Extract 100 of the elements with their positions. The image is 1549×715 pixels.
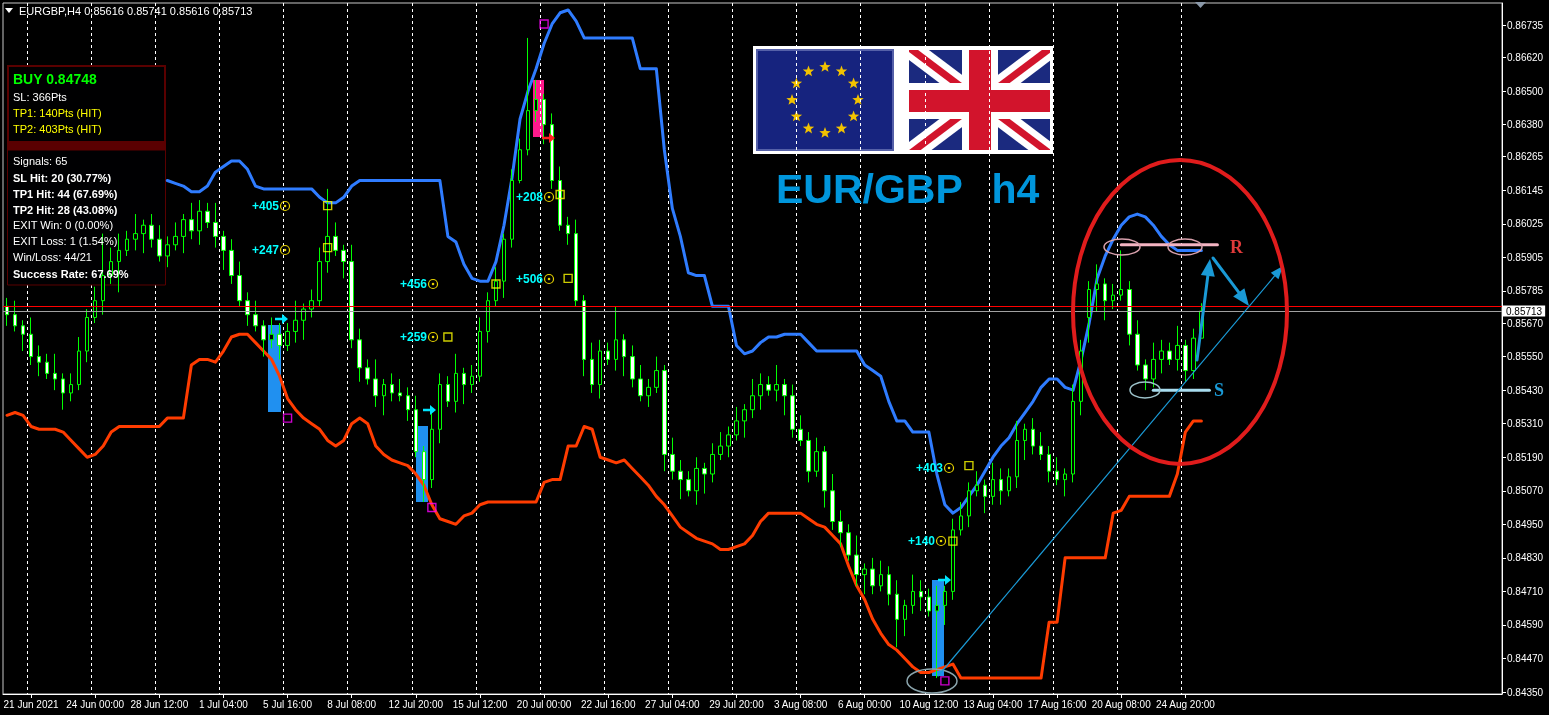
annotation: +456 (400, 277, 428, 291)
candlestick (325, 188, 330, 274)
candlestick (630, 344, 635, 388)
candlestick (61, 372, 65, 411)
x-tick-label: 12 Jul 20:00 (388, 698, 444, 710)
annotation: BUY 0.84748 (13, 71, 98, 87)
candlestick (37, 344, 41, 377)
candlestick (822, 445, 827, 509)
annotation: S (1214, 380, 1225, 400)
candlestick (133, 213, 138, 251)
candlestick (1127, 280, 1132, 346)
candlestick (590, 342, 594, 394)
annotation: EXIT Win: 0 (0.00%) (13, 219, 114, 231)
annotation: EUR/GBP h4 (776, 166, 1040, 212)
candlestick (999, 467, 1003, 506)
candlestick (333, 221, 338, 257)
candlestick (205, 202, 210, 229)
candlestick (309, 289, 314, 318)
annotation: TP1: 140Pts (HIT) (13, 107, 102, 119)
candlestick (959, 501, 963, 537)
candlestick (93, 286, 97, 324)
candlestick (1111, 283, 1115, 310)
candlestick (935, 585, 939, 679)
candlestick (446, 375, 450, 408)
y-tick-label: 0.85310 (1507, 418, 1544, 430)
annotation: TP1 Hit: 44 (67.69%) (13, 188, 118, 200)
candlestick (253, 300, 258, 332)
candlestick (846, 523, 851, 562)
candlestick (870, 557, 875, 595)
y-tick-label: 0.85905 (1507, 251, 1544, 263)
candlestick (983, 479, 987, 514)
candlestick (919, 579, 923, 612)
point (555, 189, 565, 200)
candlestick (301, 303, 306, 341)
y-tick-label: 0.85550 (1507, 351, 1544, 363)
y-tick-label: 0.86735 (1507, 19, 1544, 31)
candlestick (550, 112, 554, 190)
candlestick (85, 308, 89, 363)
candlestick (470, 364, 474, 394)
annotation: +208 (516, 190, 544, 204)
x-tick-label: 20 Aug 08:00 (1091, 698, 1152, 710)
candlestick (574, 219, 578, 307)
x-tick-label: 15 Jul 12:00 (452, 698, 508, 710)
candlestick (21, 319, 25, 352)
x-tick-label: 21 Jun 2021 (3, 698, 60, 710)
candlestick (1071, 384, 1075, 483)
y-tick-label: 0.85785 (1507, 285, 1544, 297)
candlestick (526, 37, 530, 156)
candlestick (1175, 325, 1180, 372)
candlestick (1151, 342, 1156, 388)
line-series (5, 332, 1203, 680)
candlestick (1015, 420, 1019, 489)
annotation: SL Hit: 20 (30.77%) (13, 172, 112, 184)
candlestick (77, 336, 81, 391)
candlestick (742, 403, 747, 439)
x-tick-label: 29 Jul 20:00 (709, 698, 765, 710)
candlestick (911, 574, 915, 615)
annotation: +247 (252, 243, 280, 257)
annotation: TP2 Hit: 28 (43.08%) (13, 204, 118, 216)
x-tick-label: 27 Jul 04:00 (645, 698, 701, 710)
candlestick (782, 378, 787, 416)
candlestick (694, 456, 699, 506)
point (443, 332, 453, 342)
candlestick (494, 266, 498, 307)
candlestick (365, 358, 370, 386)
x-tick-label: 20 Jul 00:00 (516, 698, 572, 710)
candlestick (838, 509, 843, 548)
candlestick (766, 375, 771, 397)
candlestick (1103, 277, 1107, 321)
candlestick (598, 339, 602, 400)
annotation: TP2: 403Pts (HIT) (13, 123, 102, 135)
candlestick (1095, 263, 1099, 313)
candlestick (157, 224, 162, 263)
candlestick (534, 79, 538, 123)
candlestick (654, 356, 659, 394)
point (322, 242, 333, 253)
candlestick (486, 291, 490, 344)
candlestick (293, 300, 298, 344)
candlestick (991, 462, 995, 506)
candlestick (646, 378, 651, 408)
candlestick (438, 372, 442, 444)
candlestick (173, 221, 178, 251)
candlestick (454, 353, 458, 414)
candlestick (758, 372, 763, 411)
candlestick (422, 445, 426, 503)
candlestick (1167, 342, 1172, 366)
x-tick-label: 3 Aug 08:00 (773, 698, 828, 710)
candlestick (197, 199, 202, 246)
candlestick (406, 386, 410, 422)
candlestick (1047, 445, 1051, 483)
x-tick-label: 1 Jul 04:00 (198, 698, 249, 710)
candlestick (269, 316, 274, 349)
candlestick (774, 364, 779, 402)
candlestick (510, 168, 514, 249)
candlestick (261, 319, 266, 358)
candlestick (390, 372, 394, 402)
candlestick (622, 333, 626, 377)
candlestick (814, 437, 819, 478)
ref-line-label: 0.85713 (1506, 305, 1543, 317)
candlestick (357, 328, 362, 383)
